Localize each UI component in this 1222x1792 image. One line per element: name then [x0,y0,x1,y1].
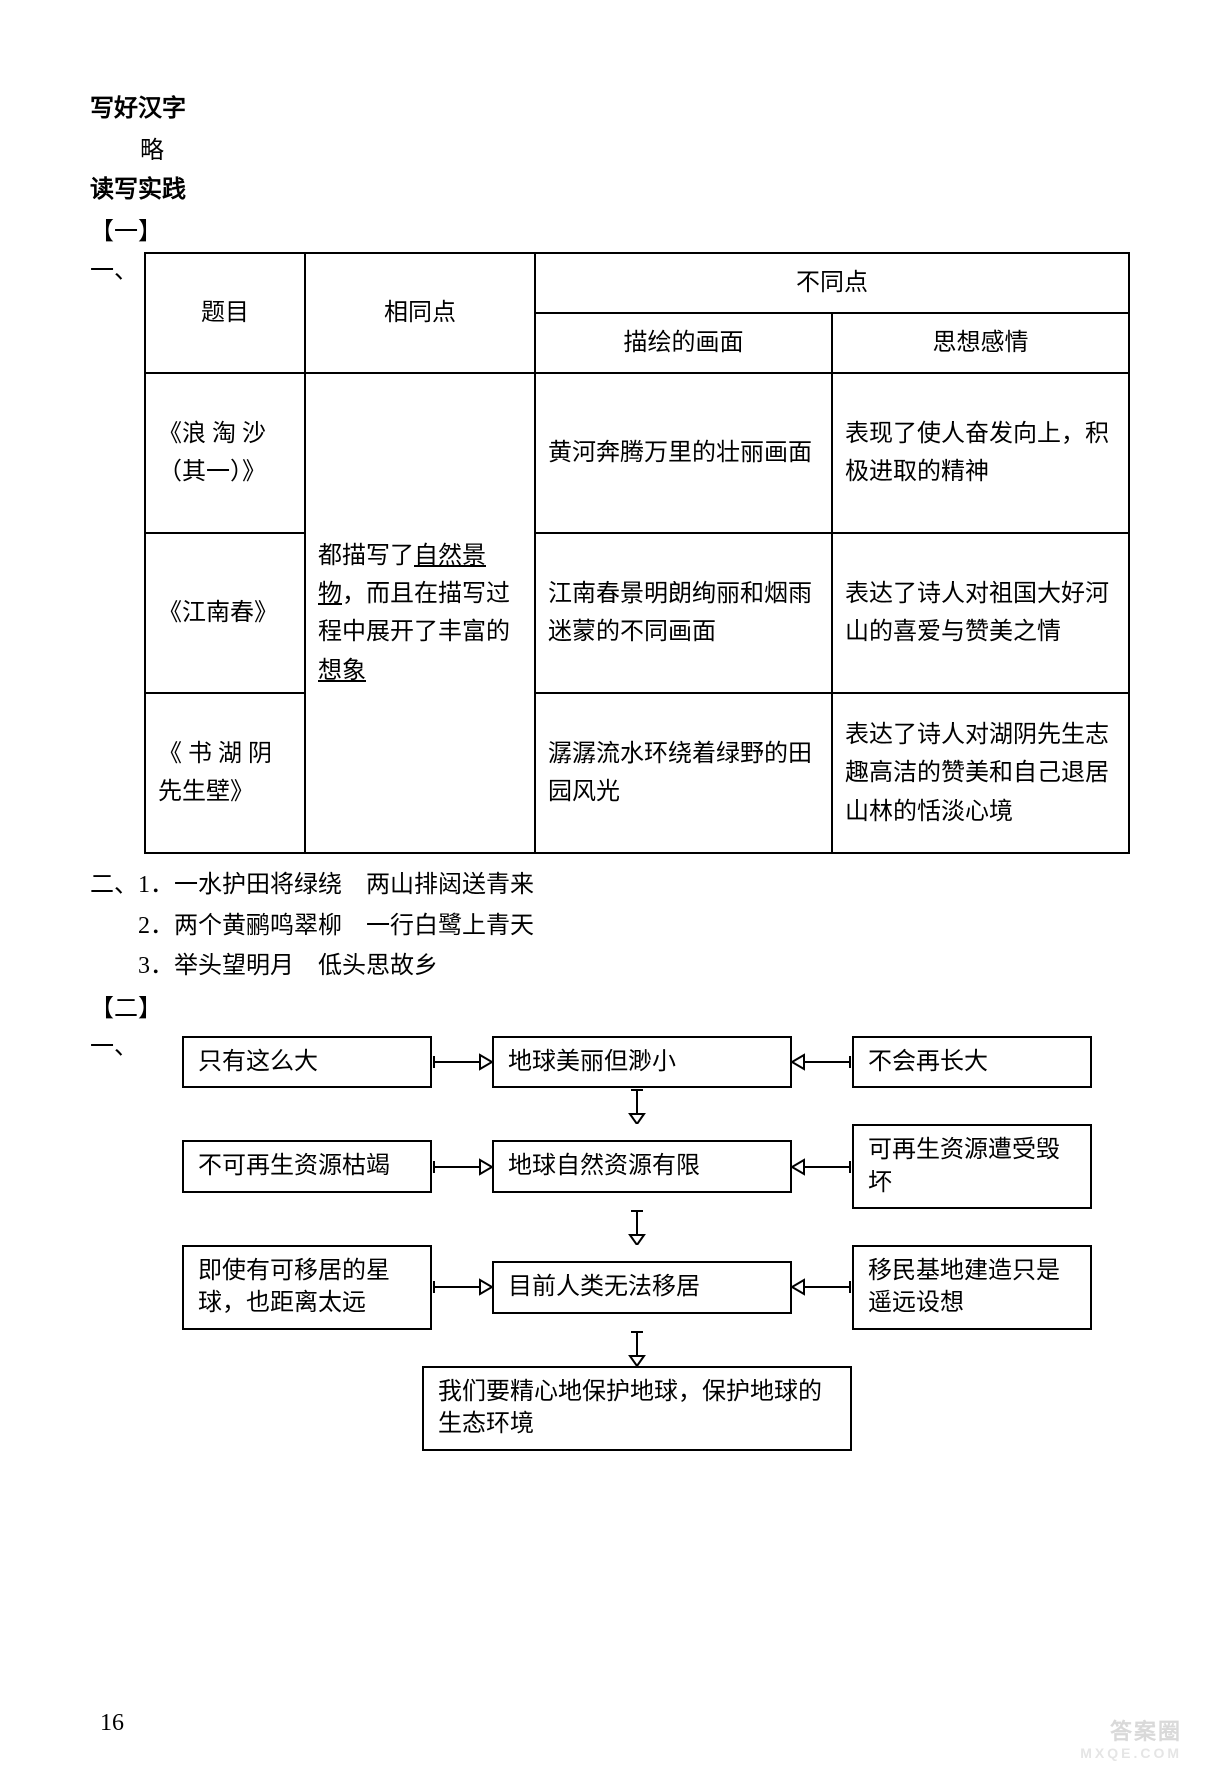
flow-box-right-0: 不会再长大 [852,1036,1092,1088]
th-same: 相同点 [305,253,535,374]
flow-row: 只有这么大 地球美丽但渺小 不会再长大 [144,1036,1130,1088]
cell-pic-1: 江南春景明朗绚丽和烟雨迷蒙的不同画面 [535,533,832,693]
page-number: 16 [100,1704,124,1742]
flow-box-left-2: 即使有可移居的星球，也距离太远 [182,1245,432,1330]
cell-emotion-2: 表达了诗人对湖阴先生志趣高洁的赞美和自己退居山林的恬淡心境 [832,693,1129,853]
flow-box-center-2: 目前人类无法移居 [492,1261,792,1313]
cell-title-0: 《浪 淘 沙（其一）》 [145,373,305,533]
section-two-list: 二、1．一水护田将绿绕 两山排闼送青来 2．两个黄鹂鸣翠柳 一行白鹭上青天 3．… [90,866,1132,985]
flow-box-left-1: 不可再生资源枯竭 [182,1140,432,1192]
th-diff-pic: 描绘的画面 [535,313,832,373]
flow-box-right-2: 移民基地建造只是遥远设想 [852,1245,1092,1330]
flowchart: 只有这么大 地球美丽但渺小 不会再长大 不可再生资源枯竭 地球自然资源有 [144,1036,1130,1451]
th-title: 题目 [145,253,305,374]
arrow-right-icon [432,1038,492,1086]
cell-emotion-0: 表现了使人奋发向上，积极进取的精神 [832,373,1129,533]
hanzi-content: 略 [90,132,1132,170]
arrow-left-icon [792,1038,852,1086]
watermark: 答案圈 MXQE.COM [1080,1719,1182,1762]
list-item: 2．两个黄鹂鸣翠柳 一行白鹭上青天 [90,907,1132,945]
flow-box-center-1: 地球自然资源有限 [492,1140,792,1192]
list-item: 3．举头望明月 低头思故乡 [90,947,1132,985]
flow-row-final: 我们要精心地保护地球，保护地球的生态环境 [144,1366,1130,1451]
table-header-row-1: 题目 相同点 不同点 [145,253,1129,313]
heading-shijian: 读写实践 [90,171,1132,209]
watermark-line2: MXQE.COM [1080,1745,1182,1762]
th-diff: 不同点 [535,253,1129,313]
watermark-line1: 答案圈 [1080,1719,1182,1745]
same-mid2: ，而且在描写过程中展开了丰富的 [318,581,510,645]
comparison-table: 题目 相同点 不同点 描绘的画面 思想感情 《浪 淘 沙（其一）》 都描写了自然… [144,252,1130,855]
table-row: 《浪 淘 沙（其一）》 都描写了自然景物，而且在描写过程中展开了丰富的想象 黄河… [145,373,1129,533]
arrow-left-icon [792,1263,852,1311]
arrow-down-icon [144,1088,1130,1124]
label-yi-2: 一、 [90,1028,138,1066]
label-one: 【一】 [90,213,1132,251]
arrow-down-icon [144,1330,1130,1366]
cell-emotion-1: 表达了诗人对祖国大好河山的喜爱与赞美之情 [832,533,1129,693]
same-u2: 想象 [318,658,366,684]
arrow-right-icon [432,1143,492,1191]
flow-row: 即使有可移居的星球，也距离太远 目前人类无法移居 移民基地建造只是遥远设想 [144,1245,1130,1330]
arrow-right-icon [432,1263,492,1311]
flow-row: 不可再生资源枯竭 地球自然资源有限 可再生资源遭受毁坏 [144,1124,1130,1209]
cell-title-2: 《 书 湖 阴 先生壁》 [145,693,305,853]
label-two: 【二】 [90,990,1132,1028]
flow-box-left-0: 只有这么大 [182,1036,432,1088]
cell-same: 都描写了自然景物，而且在描写过程中展开了丰富的想象 [305,373,535,853]
flow-box-center-0: 地球美丽但渺小 [492,1036,792,1088]
table-row: 《江南春》 江南春景明朗绚丽和烟雨迷蒙的不同画面 表达了诗人对祖国大好河山的喜爱… [145,533,1129,693]
heading-hanzi: 写好汉字 [90,90,1132,128]
th-diff-emotion: 思想感情 [832,313,1129,373]
table-row: 《 书 湖 阴 先生壁》 潺潺流水环绕着绿野的田园风光 表达了诗人对湖阴先生志趣… [145,693,1129,853]
same-prefix: 都描写了 [318,543,414,569]
cell-title-1: 《江南春》 [145,533,305,693]
arrow-down-icon [144,1209,1130,1245]
label-er: 二、 [90,872,138,898]
section-two-flow: 一、 只有这么大 地球美丽但渺小 不会再长大 不可再生资源枯竭 [90,1028,1132,1451]
section-one-row: 一、 题目 相同点 不同点 描绘的画面 思想感情 《浪 淘 沙（其一）》 都描写 [90,252,1132,855]
arrow-left-icon [792,1143,852,1191]
list-item: 二、1．一水护田将绿绕 两山排闼送青来 [90,866,1132,904]
flow-box-right-1: 可再生资源遭受毁坏 [852,1124,1092,1209]
list-text-0: 1．一水护田将绿绕 两山排闼送青来 [138,872,534,898]
cell-pic-0: 黄河奔腾万里的壮丽画面 [535,373,832,533]
label-yi: 一、 [90,252,138,290]
flow-box-final: 我们要精心地保护地球，保护地球的生态环境 [422,1366,852,1451]
cell-pic-2: 潺潺流水环绕着绿野的田园风光 [535,693,832,853]
